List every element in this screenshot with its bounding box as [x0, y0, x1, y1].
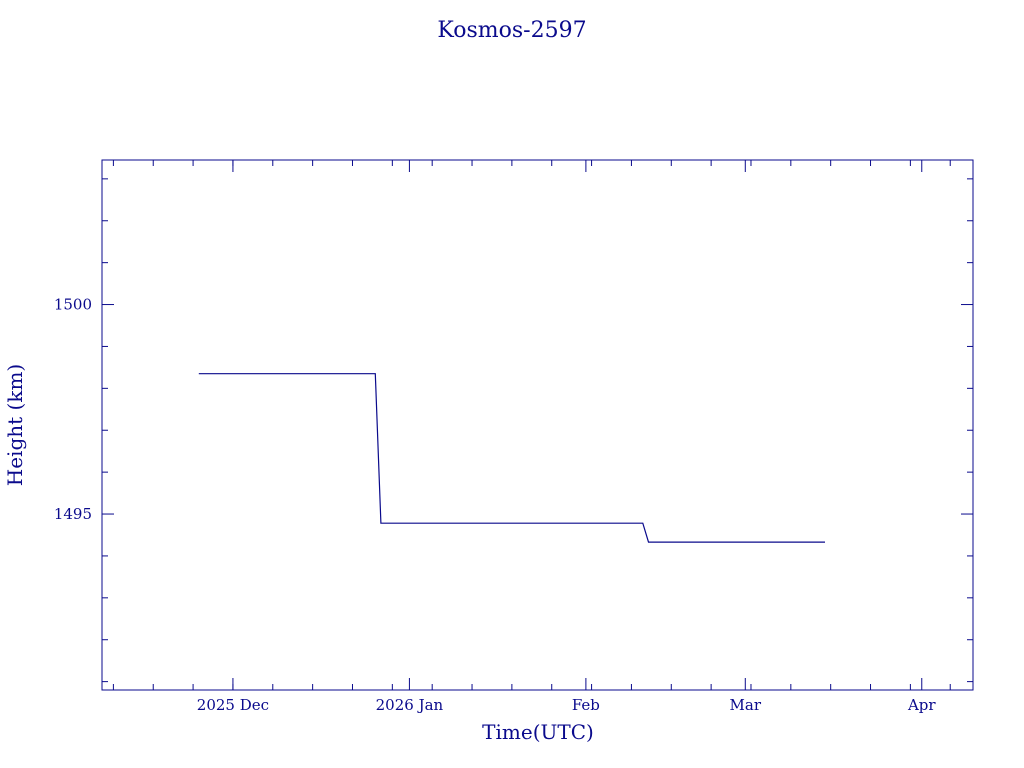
x-tick-label: Feb [572, 696, 600, 714]
plot-frame [101, 159, 974, 691]
x-tick-label: 2026 Jan [376, 696, 444, 714]
chart-title: Kosmos-2597 [437, 18, 586, 43]
x-tick-label: 2025 Dec [197, 696, 269, 714]
y-axis-label: Height (km) [3, 364, 27, 486]
x-tick-label: Mar [730, 696, 762, 714]
y-tick-label: 1500 [54, 296, 92, 314]
x-axis-ticks [112, 160, 951, 690]
y-tick-label: 1495 [54, 505, 92, 523]
y-axis-ticks [102, 178, 973, 683]
height-series-line [198, 373, 825, 543]
y-axis-tick-labels: 1495 1500 [54, 296, 92, 523]
x-axis-tick-labels: 2025 Dec 2026 Jan Feb Mar Apr [197, 696, 937, 714]
x-tick-label: Apr [907, 696, 936, 714]
x-axis-label: Time(UTC) [482, 720, 594, 744]
